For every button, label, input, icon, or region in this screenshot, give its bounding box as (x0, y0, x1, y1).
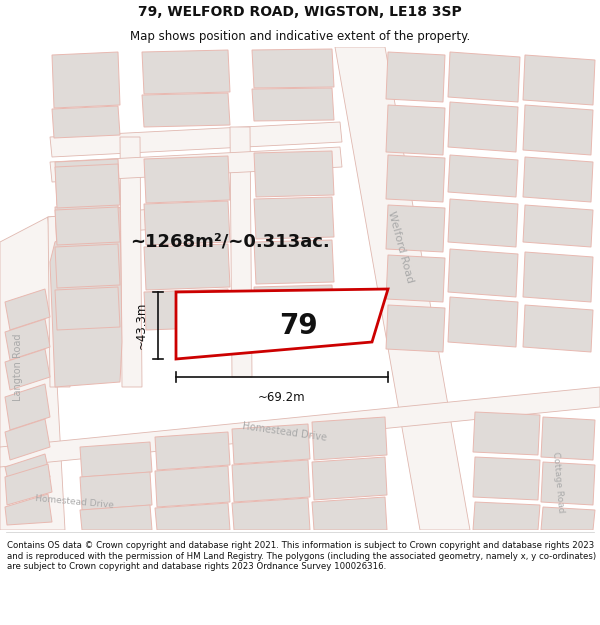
Text: 79: 79 (278, 311, 317, 339)
Polygon shape (386, 205, 445, 252)
Polygon shape (48, 207, 182, 237)
Polygon shape (55, 287, 120, 330)
Polygon shape (386, 305, 445, 352)
Polygon shape (473, 502, 540, 530)
Polygon shape (523, 252, 593, 302)
Polygon shape (254, 151, 334, 197)
Text: Contains OS data © Crown copyright and database right 2021. This information is : Contains OS data © Crown copyright and d… (7, 541, 596, 571)
Polygon shape (541, 507, 595, 530)
Polygon shape (144, 156, 230, 203)
Polygon shape (80, 442, 152, 477)
Polygon shape (448, 249, 518, 297)
Text: Langton Road: Langton Road (13, 333, 23, 401)
Polygon shape (230, 127, 252, 377)
Polygon shape (232, 460, 310, 502)
Polygon shape (5, 454, 50, 490)
Polygon shape (50, 147, 342, 182)
Text: ~43.3m: ~43.3m (135, 302, 148, 349)
Polygon shape (386, 255, 445, 302)
Polygon shape (523, 305, 593, 352)
Text: 79, WELFORD ROAD, WIGSTON, LE18 3SP: 79, WELFORD ROAD, WIGSTON, LE18 3SP (138, 5, 462, 19)
Text: Cottage Road: Cottage Road (551, 451, 565, 513)
Text: ~1268m²/~0.313ac.: ~1268m²/~0.313ac. (130, 233, 330, 251)
Polygon shape (0, 387, 600, 467)
Polygon shape (55, 244, 120, 288)
Polygon shape (155, 432, 230, 470)
Polygon shape (523, 55, 595, 105)
Polygon shape (52, 52, 120, 108)
Polygon shape (0, 217, 65, 530)
Polygon shape (232, 424, 310, 464)
Polygon shape (523, 157, 593, 202)
Polygon shape (5, 289, 50, 330)
Polygon shape (523, 205, 593, 247)
Polygon shape (473, 412, 540, 455)
Polygon shape (55, 207, 120, 245)
Polygon shape (120, 137, 142, 387)
Polygon shape (155, 503, 230, 530)
Polygon shape (5, 419, 50, 460)
Polygon shape (448, 102, 518, 152)
Polygon shape (254, 197, 334, 239)
Polygon shape (5, 349, 50, 390)
Polygon shape (5, 494, 52, 525)
Text: Welford Road: Welford Road (386, 210, 415, 284)
Polygon shape (448, 199, 518, 247)
Polygon shape (80, 505, 152, 530)
Polygon shape (232, 498, 310, 530)
Polygon shape (541, 417, 595, 460)
Polygon shape (144, 289, 230, 330)
Polygon shape (386, 105, 445, 155)
Polygon shape (254, 240, 334, 284)
Polygon shape (55, 164, 120, 208)
Polygon shape (448, 155, 518, 197)
Polygon shape (541, 462, 595, 505)
Polygon shape (50, 122, 342, 157)
Polygon shape (312, 497, 387, 530)
Polygon shape (142, 50, 230, 94)
Polygon shape (80, 472, 152, 510)
Text: Homestead Drive: Homestead Drive (35, 494, 115, 510)
Polygon shape (252, 49, 334, 88)
Polygon shape (52, 106, 120, 138)
Polygon shape (523, 105, 593, 155)
Polygon shape (473, 457, 540, 500)
Polygon shape (55, 159, 120, 205)
Polygon shape (144, 244, 230, 290)
Polygon shape (5, 319, 50, 360)
Polygon shape (142, 93, 230, 127)
Polygon shape (55, 204, 120, 250)
Polygon shape (386, 155, 445, 202)
Polygon shape (5, 464, 52, 505)
Polygon shape (386, 52, 445, 102)
Polygon shape (448, 52, 520, 102)
Polygon shape (155, 466, 230, 507)
Text: Map shows position and indicative extent of the property.: Map shows position and indicative extent… (130, 30, 470, 43)
Polygon shape (254, 285, 334, 327)
Polygon shape (252, 88, 334, 121)
Polygon shape (48, 215, 70, 387)
Polygon shape (5, 384, 50, 430)
Polygon shape (312, 417, 387, 460)
Polygon shape (312, 457, 387, 500)
Polygon shape (176, 289, 388, 359)
Polygon shape (448, 297, 518, 347)
Polygon shape (50, 207, 122, 387)
Text: Homestead Drive: Homestead Drive (242, 421, 328, 443)
Polygon shape (144, 201, 230, 245)
Polygon shape (335, 47, 470, 530)
Text: ~69.2m: ~69.2m (258, 391, 306, 404)
